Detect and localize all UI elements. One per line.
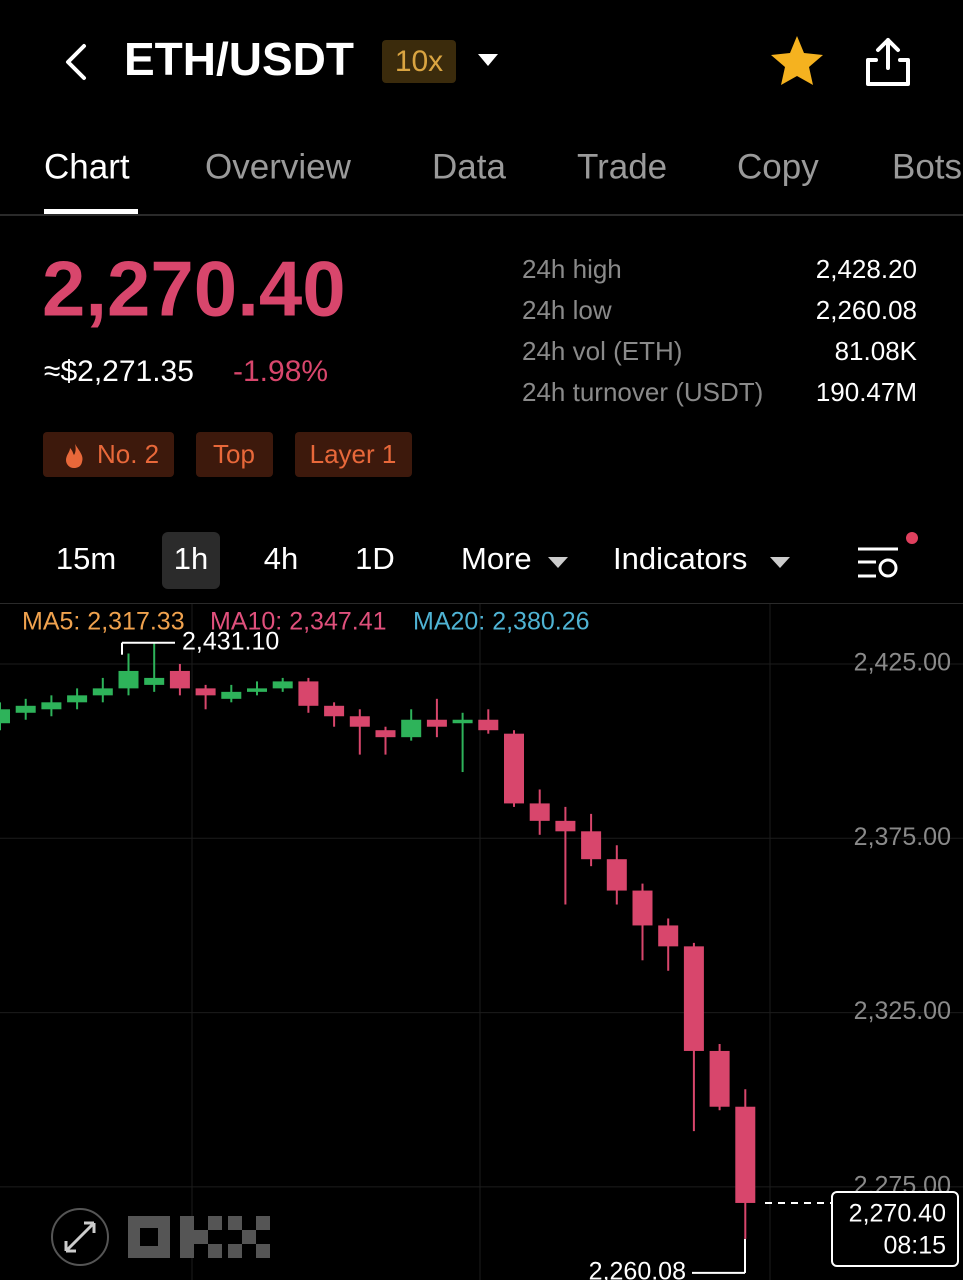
favorite-star[interactable] xyxy=(771,36,823,85)
share-button[interactable] xyxy=(866,38,910,86)
legend-entry: MA5: 2,317.33 xyxy=(22,608,185,636)
candle-body xyxy=(606,859,627,891)
chart-settings[interactable] xyxy=(858,547,898,578)
stat-label: 24h turnover (USDT) xyxy=(522,377,763,407)
pair-dropdown[interactable] xyxy=(478,54,498,66)
candle-body xyxy=(426,719,447,727)
candle-body xyxy=(67,695,88,703)
candle-body xyxy=(632,890,653,926)
stat-value: 2,260.08 xyxy=(816,295,917,325)
grid: 2,425.002,375.002,325.002,275.00 xyxy=(0,604,963,1280)
menu[interactable]: Indicators xyxy=(613,541,747,576)
candle-body xyxy=(15,705,36,713)
tag: No. 2 xyxy=(97,439,159,469)
y-tick-label: 2,375.00 xyxy=(854,823,951,851)
legend-entry: MA10: 2,347.41 xyxy=(210,608,387,636)
countdown: 08:15 xyxy=(883,1232,946,1260)
stat-label: 24h low xyxy=(522,295,612,325)
candle-body xyxy=(529,803,550,821)
stat-label: 24h vol (ETH) xyxy=(522,336,682,366)
candle-body xyxy=(195,688,216,696)
price-change: -1.98% xyxy=(233,355,328,388)
back-button[interactable] xyxy=(66,44,86,80)
y-tick-label: 2,425.00 xyxy=(854,649,951,677)
selected-timeframe xyxy=(162,532,220,589)
candle-body xyxy=(41,702,62,710)
fiat-price: ≈$2,271.35 xyxy=(44,355,194,388)
candle-body xyxy=(0,709,10,724)
notification-dot xyxy=(906,532,918,544)
candle-body xyxy=(375,730,396,738)
candle-body xyxy=(221,691,242,699)
candle-body xyxy=(324,705,345,717)
leverage-badge[interactable] xyxy=(382,40,456,83)
candle-body xyxy=(683,946,704,1051)
expand-button[interactable] xyxy=(51,1208,109,1266)
pair-title: ETH/USDT xyxy=(124,33,354,85)
tab[interactable]: Overview xyxy=(205,147,352,186)
menu-caret xyxy=(770,557,790,568)
okx-logo xyxy=(128,1216,270,1258)
tag: Layer 1 xyxy=(310,439,397,469)
last-price: 2,270.40 xyxy=(42,245,346,333)
legend-entry: MA20: 2,380.26 xyxy=(413,608,590,636)
flame-icon xyxy=(66,444,83,468)
timeframe[interactable]: 1D xyxy=(355,541,395,576)
leverage: 10x xyxy=(395,45,443,78)
candle-body xyxy=(709,1050,730,1107)
menu[interactable]: More xyxy=(461,541,532,576)
last-price-label: 2,270.40 xyxy=(849,1200,946,1228)
candle-body xyxy=(247,688,267,692)
stat-value: 81.08K xyxy=(835,336,918,366)
tag: Top xyxy=(213,439,255,469)
candle-body xyxy=(349,716,370,727)
expand-icon xyxy=(64,1221,96,1253)
stat-value: 2,428.20 xyxy=(816,254,917,284)
divider xyxy=(0,214,963,216)
candle-body xyxy=(118,670,139,689)
price-overlay: 2,431.10 2,260.08 2,270.40 08:15 xyxy=(121,627,959,1280)
stat-label: 24h high xyxy=(522,254,622,284)
tag-box[interactable] xyxy=(196,432,273,477)
timeframe[interactable]: 15m xyxy=(56,541,116,576)
last-price-box xyxy=(831,1191,959,1267)
tab[interactable]: Trade xyxy=(577,147,667,186)
stat-value: 190.47M xyxy=(816,377,917,407)
tab[interactable]: Data xyxy=(432,147,506,186)
candle-body xyxy=(144,677,165,685)
legend: MA5: 2,317.33 MA10: 2,347.41 MA20: 2,380.2… xyxy=(22,608,590,636)
candle-body xyxy=(504,733,524,804)
tab-bar: Chart Overview Data Trade Copy Bots xyxy=(44,147,962,186)
tab[interactable]: Bots xyxy=(892,147,962,186)
high-label: 2,431.10 xyxy=(182,627,279,655)
candle-body xyxy=(735,1106,756,1203)
candle-body xyxy=(555,820,576,832)
candle-body xyxy=(401,719,422,738)
candle-body xyxy=(92,688,113,696)
candle-body xyxy=(452,719,473,724)
y-tick-label: 2,325.00 xyxy=(854,997,951,1025)
candle-body xyxy=(658,925,679,947)
timeframe[interactable]: 1h xyxy=(174,541,208,576)
menu-caret xyxy=(548,557,568,568)
candle-body xyxy=(581,831,602,860)
tag-box[interactable] xyxy=(295,432,412,477)
candle-body xyxy=(272,681,293,689)
divider xyxy=(0,603,963,604)
low-label: 2,260.08 xyxy=(589,1258,686,1280)
tab-underline xyxy=(44,209,138,214)
tab[interactable]: Copy xyxy=(737,147,819,186)
tab[interactable]: Chart xyxy=(44,147,130,186)
timeframe[interactable]: 4h xyxy=(264,541,298,576)
candle-body xyxy=(298,681,319,706)
candle-body xyxy=(169,670,190,689)
stats: 24h high 2,428.20 24h low 2,260.08 24h vol (… xyxy=(522,254,918,407)
candle-body xyxy=(478,719,499,731)
plot xyxy=(0,642,756,1239)
